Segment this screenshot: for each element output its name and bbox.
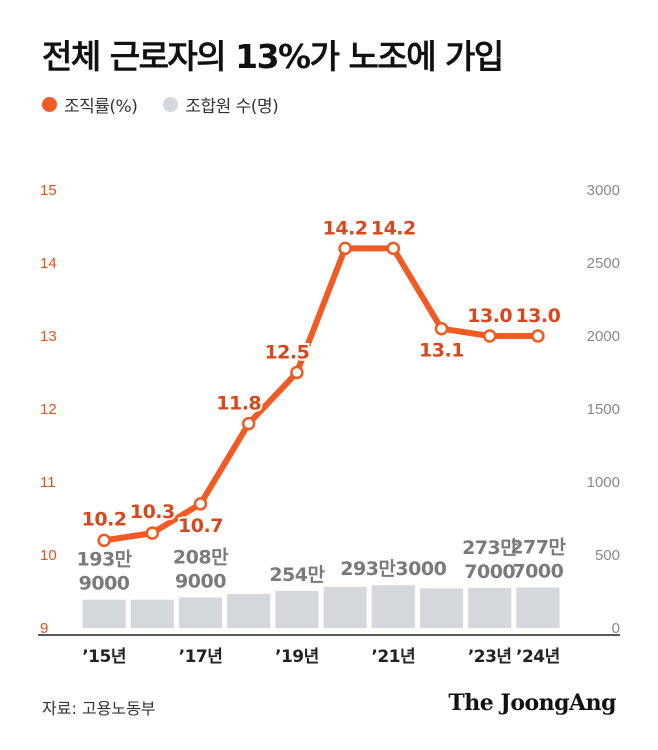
right-axis-tick-3000: 3000 [587,182,620,199]
brand-logo: The JoongAng [448,690,616,716]
left-axis-tick-11: 11 [40,474,56,491]
bar-2020 [323,587,367,628]
rate-point-2022 [434,321,449,336]
rate-label-2016: 10.3 [130,501,175,523]
left-axis-tick-15: 15 [40,182,57,199]
bar-2019 [275,590,319,628]
legend-label-rate: 조직률(%) [64,97,138,117]
bar-2017 [178,597,223,628]
rate-label-2017: 10.7 [178,515,223,537]
rate-label-2024: 13.0 [515,305,560,327]
rate-label-2020: 14.2 [323,217,368,239]
x-tick-2019: ’19년 [275,647,319,667]
legend-label-members: 조합원 수(명) [185,97,279,117]
rate-point-2015 [97,533,111,548]
bar-2015 [82,599,126,628]
rate-point-2021 [386,241,401,256]
bar-2018 [227,594,271,628]
source-note: 자료: 고용노동부 [42,699,156,718]
bar-label-2021-1: 293만3000 [340,558,446,580]
rate-point-2020 [338,241,352,256]
right-axis-tick-500: 500 [595,547,620,564]
x-tick-2024: ’24년 [516,647,560,667]
bar-2022 [419,588,464,628]
left-axis-tick-10: 10 [40,547,57,564]
rate-point-2017 [193,497,208,511]
rate-label-2022: 13.1 [419,340,464,362]
bar-2021 [371,585,415,628]
rate-line [101,245,541,544]
bar-label-2017-1: 208만 [173,547,229,569]
chart-title: 전체 근로자의 13%가 노조에 가입 [42,37,504,76]
bar-label-2024-1: 277만 [510,537,566,559]
legend-swatch-rate [42,97,57,112]
bar-2024 [516,587,560,628]
bar-label-2017-2: 9000 [175,571,226,593]
bar-label-2023-2: 7000 [464,561,515,583]
bar-label-2015-1: 193만 [77,549,133,571]
bar-2016 [130,599,174,628]
bar-label-2019-1: 254만 [269,564,325,586]
left-axis-tick-14: 14 [40,255,57,272]
right-axis-tick-2000: 2000 [587,328,620,345]
x-tick-2017: ’17년 [179,647,223,667]
legend-item-rate: 조직률(%) [42,92,138,117]
rate-label-2021: 14.2 [371,217,416,239]
bar-2023 [468,588,512,628]
rate-point-2023 [482,329,497,343]
legend-item-members: 조합원 수(명) [163,92,279,117]
left-axis-tick-9: 9 [40,620,48,637]
left-axis-tick-13: 13 [40,328,57,345]
rate-point-2019 [290,365,304,380]
left-axis-tick-12: 12 [40,401,57,418]
rate-label-2015: 10.2 [82,508,127,530]
rate-point-2016 [145,526,160,540]
right-axis-tick-2500: 2500 [587,255,620,272]
rate-label-2018: 11.8 [216,393,261,415]
x-tick-2021: ’21년 [371,647,415,667]
right-axis-tick-1000: 1000 [587,474,620,491]
bar-label-2015-2: 9000 [79,573,130,595]
right-axis-tick-0: 0 [612,620,620,637]
rate-label-2019: 12.5 [264,342,309,364]
bar-label-2023-1: 273만 [462,537,518,559]
x-tick-2015: ’15년 [82,647,126,667]
right-axis-tick-1500: 1500 [587,401,620,418]
rate-label-2023: 13.0 [467,305,512,327]
bar-label-2024-2: 7000 [512,561,563,583]
rate-point-2024 [531,329,545,343]
rate-point-2018 [241,416,256,431]
x-tick-2023: ’23년 [468,647,512,667]
legend-swatch-members [163,97,179,112]
legend: 조직률(%) 조합원 수(명) [42,92,304,117]
